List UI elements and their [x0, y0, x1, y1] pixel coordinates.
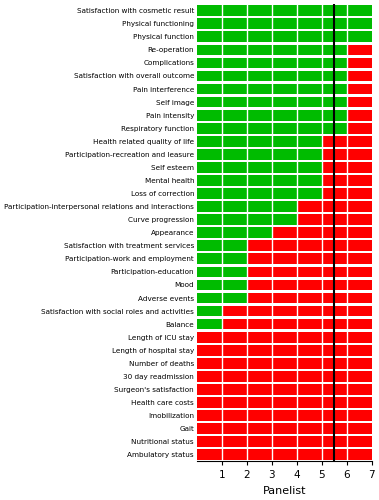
Bar [197, 162, 322, 173]
Bar [247, 266, 371, 277]
Bar [197, 123, 346, 134]
Bar [197, 97, 346, 108]
Bar [197, 266, 247, 277]
Bar [222, 319, 371, 330]
Bar [197, 6, 371, 16]
Bar [197, 201, 297, 212]
Bar [197, 410, 371, 421]
Bar [322, 149, 371, 160]
Bar [197, 384, 371, 395]
Bar [247, 280, 371, 290]
Bar [197, 175, 322, 186]
Bar [322, 136, 371, 146]
Bar [197, 306, 222, 316]
Bar [197, 84, 346, 94]
Bar [247, 254, 371, 264]
Bar [197, 450, 371, 460]
Bar [247, 292, 371, 304]
X-axis label: Panelist: Panelist [262, 486, 306, 496]
Bar [197, 18, 371, 29]
Bar [197, 397, 371, 408]
Bar [197, 110, 346, 120]
Bar [197, 149, 322, 160]
Bar [346, 70, 371, 82]
Bar [197, 214, 297, 225]
Bar [322, 175, 371, 186]
Bar [197, 70, 346, 82]
Bar [197, 228, 272, 238]
Bar [346, 110, 371, 120]
Bar [197, 436, 371, 447]
Bar [346, 84, 371, 94]
Bar [346, 58, 371, 68]
Bar [197, 358, 371, 368]
Bar [197, 32, 371, 42]
Bar [197, 345, 371, 356]
Bar [322, 162, 371, 173]
Bar [197, 280, 247, 290]
Bar [197, 58, 346, 68]
Bar [197, 188, 322, 199]
Bar [197, 423, 371, 434]
Bar [297, 214, 371, 225]
Bar [297, 201, 371, 212]
Bar [197, 44, 346, 55]
Bar [346, 44, 371, 55]
Bar [247, 240, 371, 251]
Bar [197, 240, 247, 251]
Bar [197, 319, 222, 330]
Bar [272, 228, 371, 238]
Bar [197, 136, 322, 146]
Bar [197, 332, 371, 342]
Bar [197, 254, 247, 264]
Bar [222, 306, 371, 316]
Bar [346, 123, 371, 134]
Bar [197, 371, 371, 382]
Bar [322, 188, 371, 199]
Bar [197, 292, 247, 304]
Bar [346, 97, 371, 108]
